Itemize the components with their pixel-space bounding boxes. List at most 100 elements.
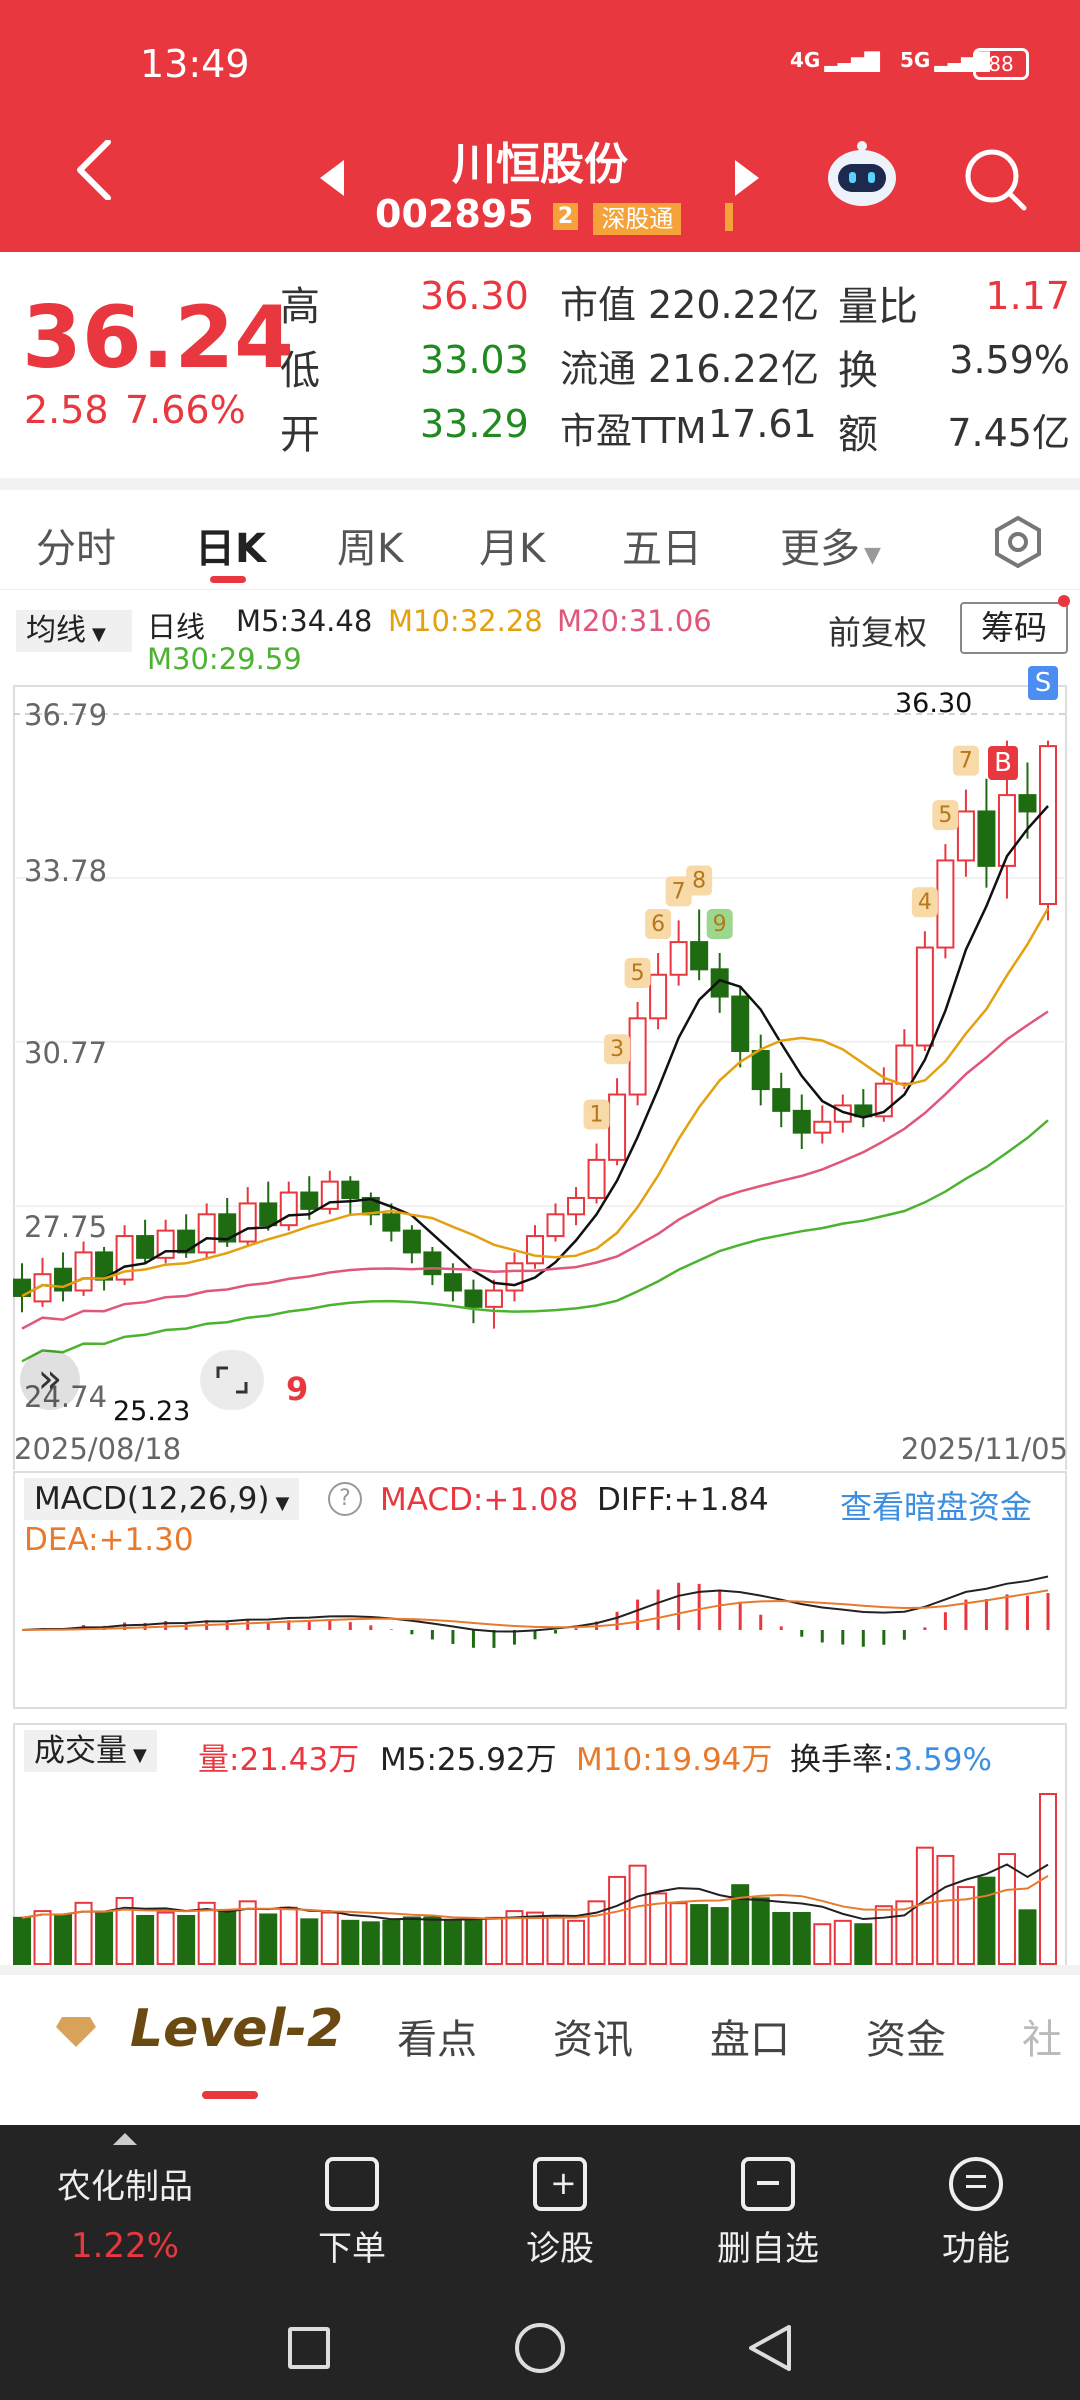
expand-left-icon[interactable]: » <box>20 1350 80 1410</box>
volume-bar <box>608 1875 627 1966</box>
candle-body <box>587 1158 606 1199</box>
functions-button[interactable]: 功能 <box>896 2145 1056 2270</box>
volume-bar <box>1039 1793 1057 1965</box>
remove-watchlist-button[interactable]: 删自选 <box>688 2145 848 2270</box>
sector-button[interactable]: 农化制品 1.22% <box>0 2125 250 2295</box>
adjust-select[interactable]: 前复权 <box>828 613 927 652</box>
candle-body <box>895 1044 914 1085</box>
tab-community[interactable]: 社 <box>1022 2017 1062 2063</box>
next-stock-icon[interactable] <box>735 160 759 200</box>
volume-bar <box>300 1918 319 1965</box>
info-tabs: Level-2 看点 资讯 盘口 资金 社 <box>0 1965 1080 2110</box>
ma-lines <box>21 805 1050 1363</box>
td-marker-badge <box>706 908 733 939</box>
order-button[interactable]: 下单 <box>272 2145 432 2270</box>
tab-weekly-k[interactable]: 周K <box>337 526 404 572</box>
volume-bar <box>833 1919 852 1965</box>
candle-body <box>751 1049 770 1091</box>
macd-select[interactable]: MACD(12,26,9) ▼ <box>24 1478 300 1520</box>
chart-settings-icon[interactable] <box>990 514 1046 574</box>
tab-daily-k[interactable]: 日K <box>195 526 266 572</box>
td-marker-label: 5 <box>938 803 952 828</box>
period-tabs: 分时 日K 周K 月K 五日 更多 ▼ <box>0 492 1080 590</box>
tab-order-book[interactable]: 盘口 <box>710 2017 790 2063</box>
tab-highlights[interactable]: 看点 <box>397 2017 477 2063</box>
td-marker-label: 4 <box>918 890 932 915</box>
volume-bar <box>628 1864 647 1965</box>
search-icon[interactable] <box>962 146 1028 216</box>
prev-stock-icon[interactable] <box>320 160 344 200</box>
volume-bar <box>772 1911 791 1966</box>
market-cap-value: 220.22亿 <box>648 283 819 327</box>
tab-news[interactable]: 资讯 <box>553 2017 633 2063</box>
volume-panel: 成交量 ▼ 量:21.43万 M5:25.92万 M10:19.94万 换手率:3… <box>0 1722 1080 1968</box>
candle-body <box>279 1191 298 1227</box>
kline-chart-area: 均线 ▼ 日线 M5:34.48 M10:32.28 M20:31.06 M30:… <box>0 590 1080 1470</box>
td-marker-label: 8 <box>692 868 706 893</box>
td-marker-label: 6 <box>651 912 665 937</box>
candle-body <box>772 1088 791 1112</box>
candle-body <box>731 995 750 1052</box>
tab-intraday[interactable]: 分时 <box>36 526 116 572</box>
candle-body <box>1018 794 1037 813</box>
quote-stats: 高 36.30 市值 220.22亿 量比 1.17 低 33.03 流通 21… <box>280 274 1070 464</box>
tab-monthly-k[interactable]: 月K <box>479 526 546 572</box>
nine-turn-icon[interactable]: 9 <box>286 1370 309 1408</box>
back-icon[interactable] <box>70 139 120 201</box>
chip-distribution-button[interactable]: 筹码 <box>960 602 1068 654</box>
volume-bar <box>649 1892 668 1965</box>
candle-body <box>977 810 996 867</box>
volume-bar <box>1018 1909 1037 1965</box>
candle-body <box>300 1191 319 1210</box>
candle-body <box>915 946 934 1047</box>
diagnose-button[interactable]: + 诊股 <box>480 2145 640 2270</box>
diff-line <box>21 1575 1049 1633</box>
low-label: 低 <box>280 348 320 394</box>
td-marker-badge <box>932 800 959 831</box>
volume-bar <box>997 1853 1016 1965</box>
candle-body <box>608 1093 627 1161</box>
volume-bar <box>402 1916 421 1966</box>
tab-capital[interactable]: 资金 <box>866 2017 946 2063</box>
help-icon[interactable]: ? <box>328 1482 362 1516</box>
volume-bar <box>464 1918 483 1965</box>
dark-pool-link[interactable]: 查看暗盘资金 <box>840 1488 1033 1526</box>
stock-code: 002895 <box>375 192 534 236</box>
td-marker-badge <box>604 1034 631 1065</box>
system-back-icon[interactable] <box>745 2323 793 2377</box>
ma10-line <box>21 907 1050 1298</box>
turnover-rate: 换手率:3.59% <box>790 1742 992 1778</box>
stock-name: 川恒股份 <box>452 139 628 190</box>
candle-body <box>382 1213 401 1232</box>
volume-bar <box>854 1923 873 1965</box>
td-marker-label: 5 <box>631 961 645 986</box>
tab-more[interactable]: 更多 ▼ <box>780 526 881 572</box>
price-change: 2.58 <box>24 388 109 432</box>
hk-connect-badge: 深股通 <box>593 203 682 235</box>
candle-body <box>956 810 975 862</box>
td-marker: 1 <box>583 1099 610 1130</box>
chevron-down-icon: ▼ <box>92 624 106 645</box>
assistant-robot-icon[interactable] <box>824 140 900 214</box>
amount-value: 7.45亿 <box>947 411 1070 455</box>
tab-five-day[interactable]: 五日 <box>622 526 702 572</box>
volume-select[interactable]: 成交量 ▼ <box>24 1730 157 1772</box>
recents-icon[interactable] <box>288 2327 330 2369</box>
turnover-value: 3.59% <box>949 338 1070 382</box>
candle-body <box>936 859 955 949</box>
home-icon[interactable] <box>515 2323 565 2373</box>
td-marker-badge <box>686 865 713 896</box>
separator <box>0 478 1080 490</box>
fullscreen-icon[interactable] <box>200 1350 264 1410</box>
chevron-down-icon: ▼ <box>275 1493 290 1514</box>
chevron-down-icon: ▼ <box>864 543 881 568</box>
indicator-select[interactable]: 均线 ▼ <box>16 610 132 652</box>
tab-level2[interactable]: Level-2 <box>130 1999 344 2059</box>
td-marker: 5 <box>932 800 959 831</box>
candle-body <box>526 1235 544 1265</box>
volume-bar <box>54 1913 73 1965</box>
volume-bar <box>484 1916 503 1966</box>
ma20-label: M20:31.06 <box>557 604 712 638</box>
y-label-3: 30.77 <box>24 1036 108 1070</box>
